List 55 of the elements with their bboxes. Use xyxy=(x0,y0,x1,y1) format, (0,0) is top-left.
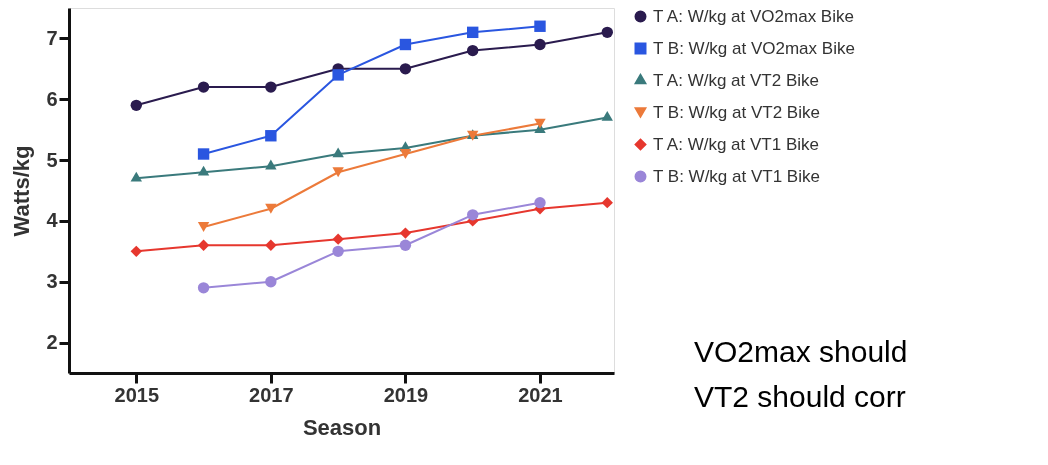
legend-label: T A: W/kg at VT2 Bike xyxy=(653,70,819,90)
point xyxy=(197,239,210,251)
point xyxy=(197,282,210,294)
point xyxy=(332,147,344,158)
point xyxy=(130,99,142,112)
point xyxy=(601,26,613,39)
point xyxy=(399,227,412,239)
point xyxy=(534,38,546,51)
x-tick-label: 2017 xyxy=(249,383,294,406)
point xyxy=(332,167,344,178)
x-tick-label: 2019 xyxy=(383,383,429,406)
point xyxy=(399,63,412,75)
legend-label: T B: W/kg at VT1 Bike xyxy=(653,166,820,186)
point xyxy=(399,239,412,251)
point xyxy=(332,233,344,245)
point xyxy=(467,209,479,221)
point xyxy=(197,148,210,160)
y-tick-label: 6 xyxy=(46,87,58,110)
point xyxy=(197,165,210,176)
point xyxy=(197,222,210,232)
point xyxy=(601,110,613,121)
y-tick-label: 7 xyxy=(46,26,58,49)
point xyxy=(534,196,546,209)
y-tick-label: 3 xyxy=(46,270,58,293)
y-tick-label: 5 xyxy=(46,148,58,171)
point xyxy=(467,26,479,39)
legend-label: T A: W/kg at VO2max Bike xyxy=(653,6,854,26)
y-tick-label: 2 xyxy=(46,331,58,354)
point xyxy=(265,81,277,93)
legend-label: T A: W/kg at VT1 Bike xyxy=(653,134,819,154)
text: VO2max should xyxy=(694,335,908,368)
point xyxy=(265,130,277,142)
point xyxy=(265,159,277,170)
point xyxy=(332,69,344,81)
x-axis-title: Season xyxy=(302,414,382,440)
point xyxy=(534,118,546,129)
point xyxy=(265,239,277,251)
point xyxy=(197,81,210,93)
y-axis-title: Watts/kg xyxy=(9,145,35,237)
point xyxy=(399,38,412,51)
x-tick-label: 2021 xyxy=(518,383,563,406)
legend-label: T B: W/kg at VT2 Bike xyxy=(653,102,820,122)
point xyxy=(332,245,344,258)
point xyxy=(399,149,412,159)
y-tick-label: 4 xyxy=(46,209,59,232)
point xyxy=(534,20,546,32)
x-tick-label: 2015 xyxy=(114,383,160,406)
text: VT2 should corr xyxy=(694,380,906,413)
point xyxy=(601,196,613,209)
point xyxy=(130,245,142,258)
legend-label: T B: W/kg at VO2max Bike xyxy=(653,38,855,58)
point xyxy=(130,171,142,182)
point xyxy=(265,203,277,214)
point xyxy=(467,44,479,57)
point xyxy=(265,276,277,288)
